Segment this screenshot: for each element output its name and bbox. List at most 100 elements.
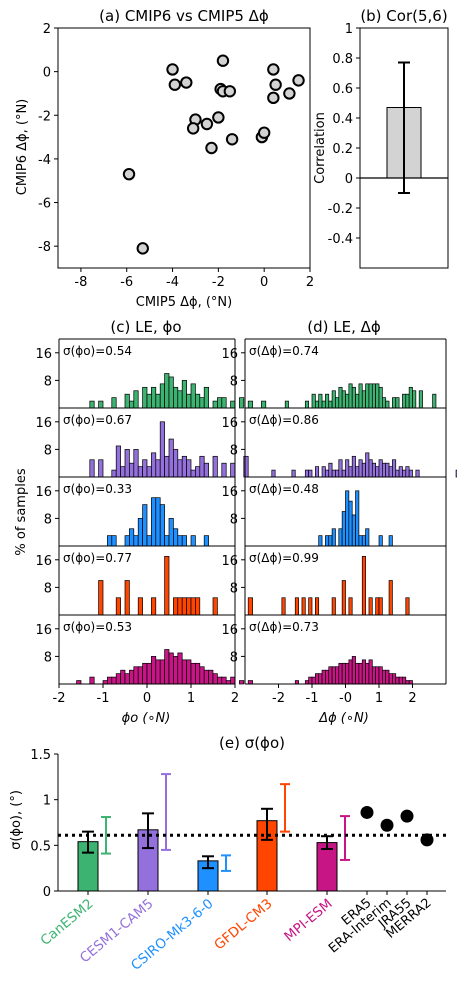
histogram-bar [146,466,152,478]
histogram-bar [230,462,236,478]
panel-d-sigma-label: σ(Δϕ)=0.48 [249,482,319,496]
histogram-bar [181,597,187,616]
histogram-bar [203,535,209,547]
histogram-bar [190,383,196,409]
histogram-bar [385,400,390,409]
panel-b: (b) Cor(5,6) Correlation 1 0.8 0.6 0.4 0.2 0 -… [313,7,449,269]
histogram-bar [137,466,143,478]
y-tick-label: -4 [38,153,51,168]
histogram-bar [124,580,130,616]
histogram-bar [203,386,209,409]
histogram-bar [318,393,323,409]
histogram-bar [221,397,227,409]
histogram-bar [365,383,370,409]
histogram-bar [133,449,139,478]
scatter-point [122,167,136,181]
reanalysis-dot [380,818,394,832]
histogram-bar [181,455,187,478]
histogram-bar [331,469,336,478]
histogram-bar [230,676,236,685]
histogram-bar [281,597,286,616]
x-tick-label: 2 [231,691,239,706]
histogram-bar [408,386,413,409]
histogram-bar [199,397,205,409]
histogram-bar [412,390,417,409]
histogram-bar [415,469,420,478]
histogram-bar [315,673,320,685]
histogram-bar [355,490,360,547]
y-tick-label: 1 [345,22,353,37]
x-tick-label: 2 [408,691,416,706]
histogram-bar [186,597,192,616]
histogram-bar [378,666,383,685]
histogram-bar [212,455,218,478]
histogram-bar [173,449,179,478]
histogram-bar [341,662,346,685]
histogram-bar [142,459,148,478]
histogram-bar [325,669,330,685]
histogram-bar [375,597,380,616]
histogram-bar [382,669,387,685]
histogram-bar [328,535,333,547]
histogram-bar [355,466,360,478]
y-tick-label: 16 [221,485,238,500]
histogram-bar [177,459,183,478]
histogram-bar [168,376,174,409]
histogram-bar [304,400,309,409]
histogram-bar [225,680,231,685]
x-tick-label: -8 [74,275,87,290]
y-tick-label: 16 [35,554,52,569]
histogram-bar [368,459,373,478]
x-tick-label: -6 [120,275,133,290]
histogram-bar [151,386,157,409]
panel-d-sigma-label: σ(Δϕ)=0.86 [249,413,319,427]
histogram-bar [151,452,157,478]
histogram-bar [361,462,366,478]
histogram-bar [308,469,313,478]
histogram-bar [311,676,316,685]
histogram-bar [221,462,227,478]
histogram-bar [388,673,393,685]
histogram-bar [348,383,353,409]
histogram-bar [335,469,340,478]
histogram-bar [388,535,393,547]
model-label: MPI-ESM [281,896,335,945]
panel-b-ylabel: Correlation [313,112,328,184]
histogram-bar [120,669,126,685]
histogram-bar [395,469,400,478]
histogram-bar [76,680,82,685]
histogram-bar [107,535,113,547]
histogram-bar [203,669,209,685]
histogram-bar [345,459,350,478]
histogram-bar [308,597,313,616]
histogram-bar [355,662,360,685]
scatter-point [267,63,280,76]
histogram-bar [301,597,306,616]
histogram-bar [311,393,316,409]
y-tick-label: 8 [230,512,238,527]
panel-d-sigma-label: σ(Δϕ)=0.73 [249,620,319,634]
histogram-bar [361,555,366,616]
histogram-bar [173,528,179,547]
panel-d-xlabel: Δϕ (∘N) [318,711,369,726]
histogram-bar [212,597,218,616]
histogram-bar [341,390,346,409]
histogram-bar [408,680,413,685]
histogram-bar [375,466,380,478]
histogram-bar [186,659,192,685]
histogram-bar [271,469,276,478]
histogram-bar [111,535,117,547]
panel-c-ylabel: % of samples [14,468,29,555]
x-tick-label: -2 [272,691,285,706]
x-tick-label: 1 [187,691,195,706]
y-tick-label: 0.8 [332,52,353,67]
histogram-bar [368,597,373,616]
histogram-bar [239,397,245,409]
histogram-bar [395,676,400,685]
scatter-point [223,85,237,98]
histogram-bar [89,400,95,409]
histogram-bar [345,662,350,685]
histogram-bar [395,397,400,409]
histogram-bar [382,462,387,478]
